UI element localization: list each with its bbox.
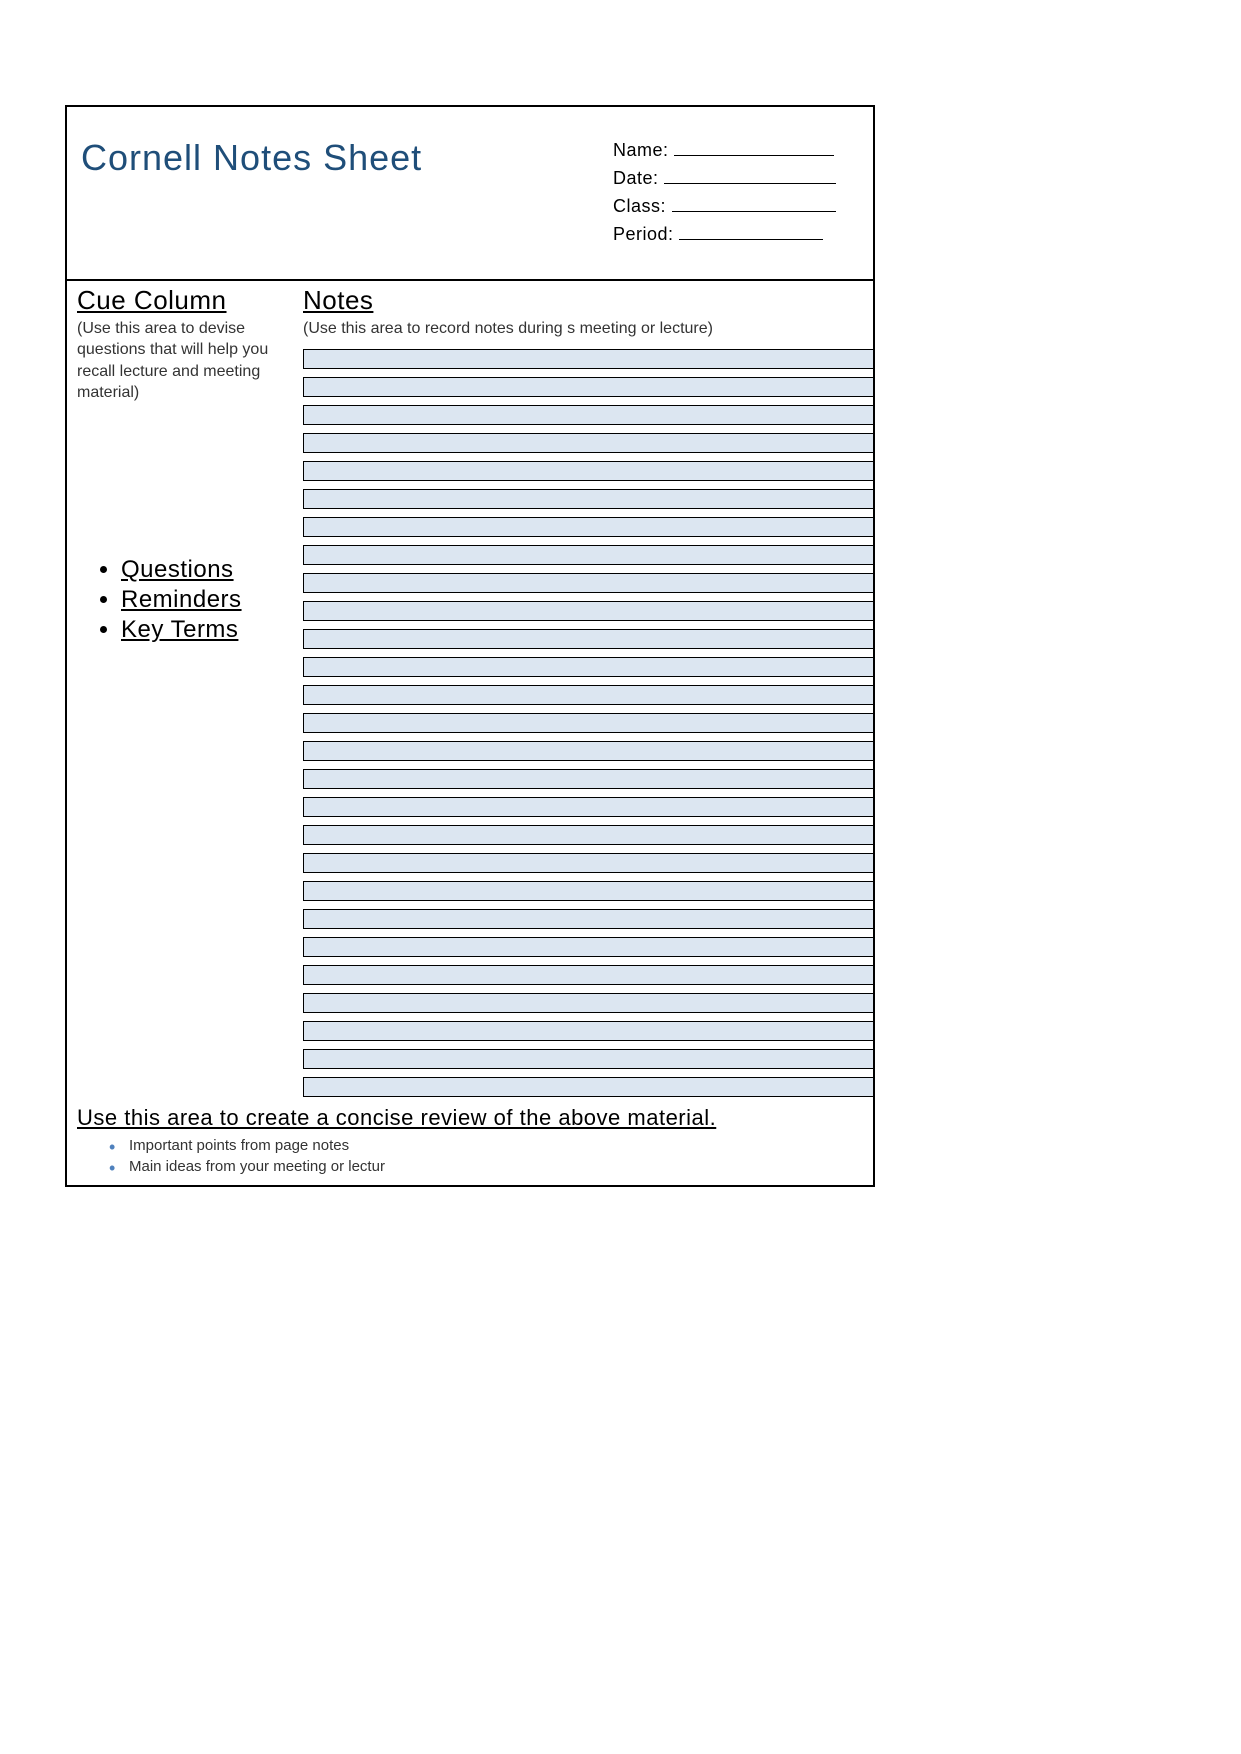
note-line[interactable] [303,433,873,453]
note-line[interactable] [303,909,873,929]
note-line[interactable] [303,797,873,817]
meta-blank-line[interactable] [679,226,823,240]
notes-hint: (Use this area to record notes during s … [303,318,873,340]
notes-heading: Notes [303,285,873,316]
page-title: Cornell Notes Sheet [81,137,613,249]
note-line[interactable] [303,1049,873,1069]
meta-block: Name: Date: Class: Period: [613,137,873,249]
cornell-notes-sheet: Cornell Notes Sheet Name: Date: Class: P… [65,105,875,1187]
meta-blank-line[interactable] [672,198,836,212]
header: Cornell Notes Sheet Name: Date: Class: P… [67,107,873,281]
note-line[interactable] [303,405,873,425]
body: Cue Column (Use this area to devise ques… [67,281,873,1106]
note-line[interactable] [303,1077,873,1097]
summary-item: Main ideas from your meeting or lectur [129,1156,863,1177]
note-line[interactable] [303,657,873,677]
note-line[interactable] [303,741,873,761]
meta-label: Date: [613,168,664,188]
note-line[interactable] [303,853,873,873]
meta-blank-line[interactable] [674,142,834,156]
note-line[interactable] [303,629,873,649]
cue-item: Key Terms [121,616,295,644]
cue-item: Questions [121,556,295,584]
note-line[interactable] [303,881,873,901]
note-line[interactable] [303,517,873,537]
note-line[interactable] [303,685,873,705]
note-line[interactable] [303,769,873,789]
note-line[interactable] [303,377,873,397]
summary-list: Important points from page notesMain ide… [77,1135,863,1177]
meta-label: Class: [613,196,672,216]
summary-item: Important points from page notes [129,1135,863,1156]
meta-field: Class: [613,193,863,221]
meta-label: Name: [613,140,674,160]
note-line[interactable] [303,489,873,509]
meta-blank-line[interactable] [664,170,836,184]
cue-column: Cue Column (Use this area to devise ques… [67,281,303,1106]
summary-heading: Use this area to create a concise review… [77,1105,863,1131]
note-line[interactable] [303,545,873,565]
meta-label: Period: [613,224,679,244]
cue-item: Reminders [121,586,295,614]
note-line[interactable] [303,713,873,733]
note-line[interactable] [303,573,873,593]
note-line[interactable] [303,965,873,985]
note-line[interactable] [303,349,873,369]
note-line[interactable] [303,993,873,1013]
note-line[interactable] [303,1021,873,1041]
meta-field: Name: [613,137,863,165]
cue-list: QuestionsRemindersKey Terms [77,556,295,644]
cue-hint: (Use this area to devise questions that … [77,318,295,404]
notes-column: Notes (Use this area to record notes dur… [303,281,873,1106]
note-line[interactable] [303,825,873,845]
note-lines [303,349,873,1097]
summary-section: Use this area to create a concise review… [67,1105,873,1185]
meta-field: Date: [613,165,863,193]
note-line[interactable] [303,461,873,481]
note-line[interactable] [303,601,873,621]
cue-heading: Cue Column [77,285,295,316]
meta-field: Period: [613,221,863,249]
note-line[interactable] [303,937,873,957]
